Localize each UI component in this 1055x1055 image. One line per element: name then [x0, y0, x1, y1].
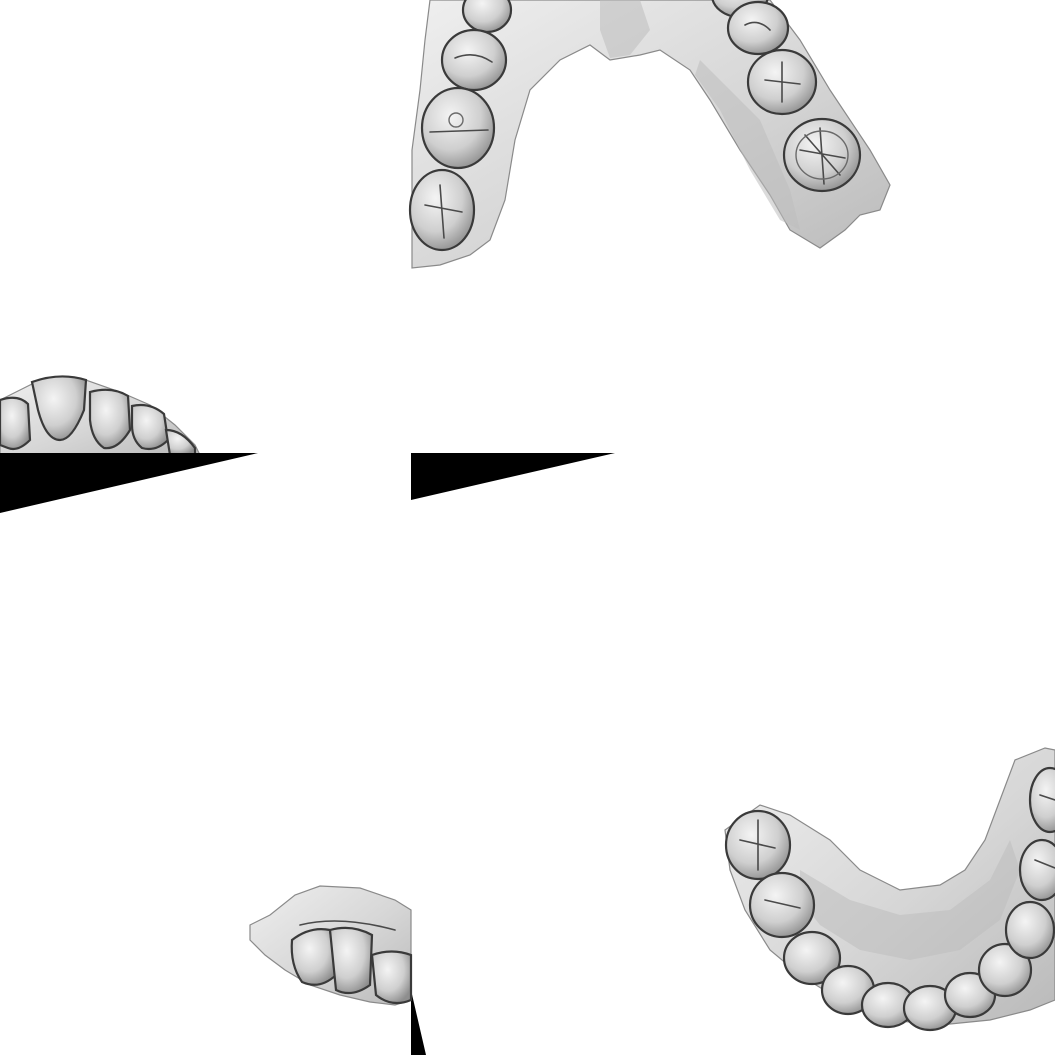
tooth-canine	[977, 942, 1033, 998]
tooth-ridge	[795, 130, 849, 180]
tooth-groove	[764, 61, 801, 103]
tooth-groove	[799, 127, 846, 185]
tooth-pit	[448, 112, 464, 128]
upper-palate-ridge	[695, 60, 800, 230]
upper-right-teeth	[711, 0, 862, 193]
fragment-groove	[299, 920, 396, 931]
tooth-groove	[454, 54, 493, 63]
lower-arch-occlusal	[724, 747, 1055, 1032]
tooth-premolar	[782, 930, 842, 986]
upper-palate-shadow	[600, 0, 650, 58]
tooth-premolar	[1018, 838, 1055, 902]
tooth-groove	[739, 819, 776, 871]
tooth-premolar	[726, 0, 790, 56]
tooth-incisor	[88, 388, 132, 450]
tooth-groove	[424, 184, 463, 239]
fragment-tooth	[328, 926, 374, 995]
tooth-molar	[1028, 766, 1055, 834]
upper-arch-occlusal	[408, 0, 891, 269]
lower-left-fragment	[249, 885, 413, 1006]
fragment-tooth	[370, 950, 413, 1005]
anterior-teeth-fragment	[0, 375, 201, 457]
tooth-molar	[420, 86, 496, 170]
tooth-lateral	[130, 403, 170, 451]
tooth-groove	[429, 129, 489, 133]
tooth-groove	[764, 899, 801, 909]
tooth-molar	[748, 871, 816, 939]
tooth-incisor	[30, 375, 88, 442]
upper-left-teeth	[408, 0, 513, 252]
tooth-premolar	[1004, 900, 1055, 960]
tooth-premolar	[440, 28, 508, 92]
fragment-tooth	[290, 928, 338, 986]
tooth-groove	[744, 21, 771, 31]
bottom-wedge	[411, 990, 426, 1055]
tooth-canine	[164, 428, 197, 457]
lower-arch-floor	[800, 840, 1020, 960]
center-wedge	[411, 453, 615, 500]
left-wedge	[0, 453, 258, 513]
tooth-groove	[1034, 794, 1055, 869]
tooth-lateral	[0, 396, 32, 451]
